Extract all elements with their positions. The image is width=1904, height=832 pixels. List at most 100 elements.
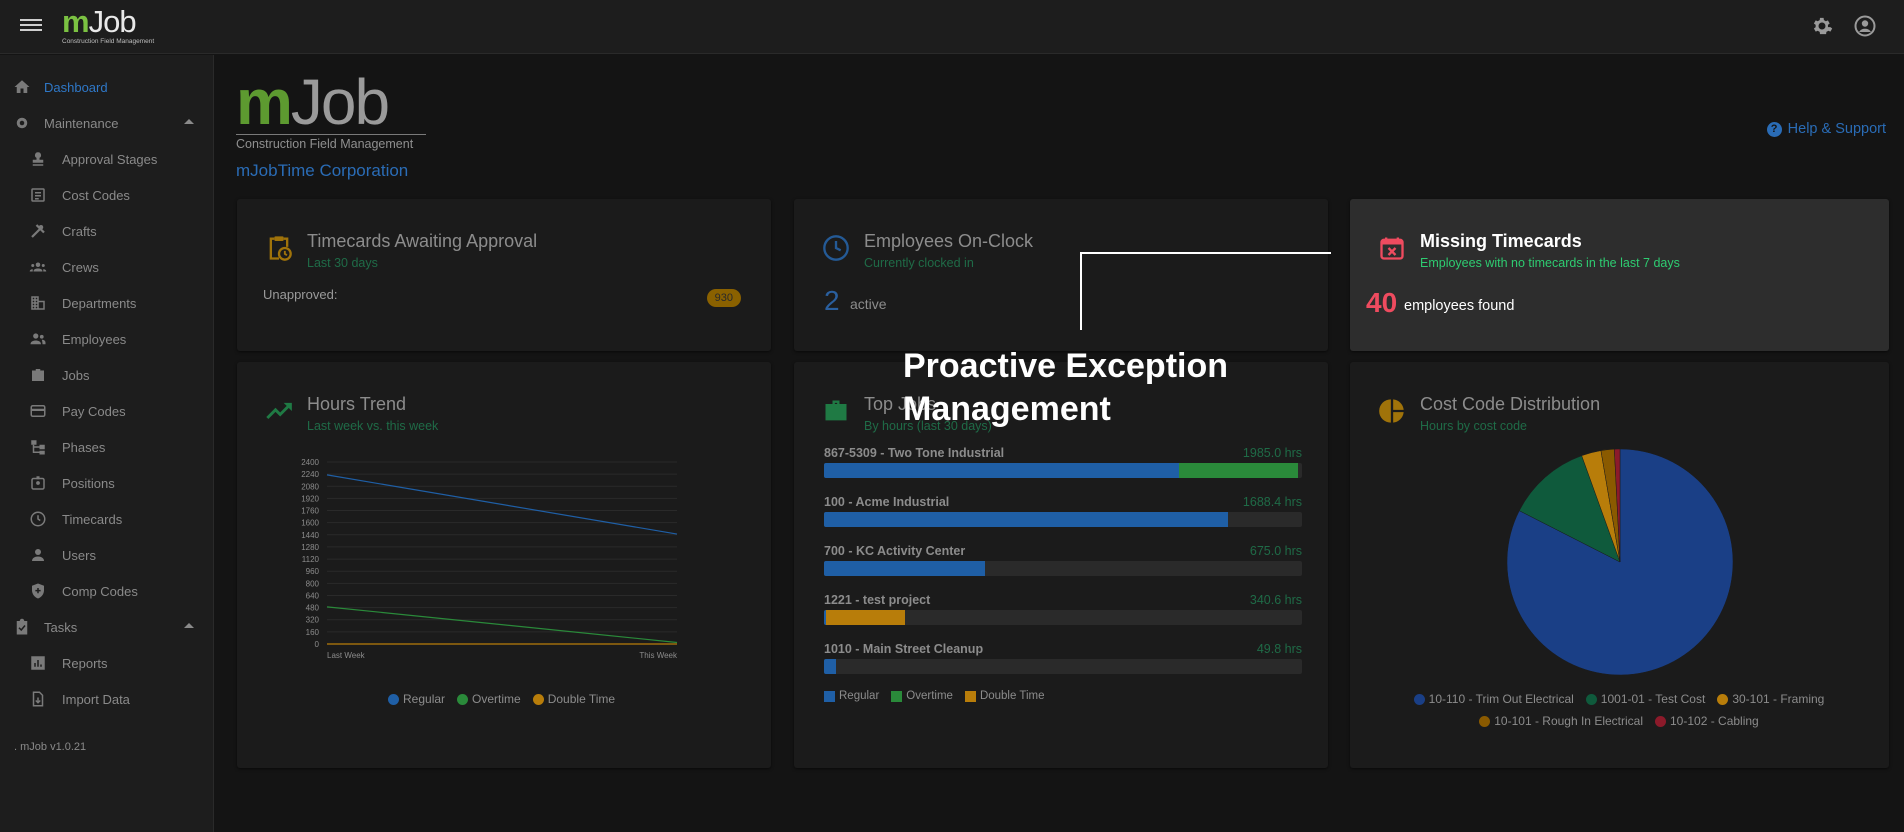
legend-item-rough-in-electrical[interactable]: 10-101 - Rough In Electrical <box>1479 714 1643 728</box>
card-title: Hours Trend <box>307 394 407 414</box>
sidebar-item-crews[interactable]: Crews <box>0 249 214 285</box>
sidebar-item-phases[interactable]: Phases <box>0 429 214 465</box>
missing-count: 40 <box>1366 287 1398 318</box>
job-row[interactable]: 700 - KC Activity Center 675.0 hrs <box>824 544 1302 584</box>
clipboard-clock-icon <box>269 236 292 261</box>
employees-on-clock-card[interactable]: Employees On-Clock Currently clocked in … <box>794 199 1328 351</box>
y-tick-label: 160 <box>306 628 320 637</box>
card-title: Employees On-Clock <box>864 231 1034 251</box>
job-bar-track <box>824 463 1302 478</box>
list-box-icon <box>28 185 48 205</box>
job-row[interactable]: 100 - Acme Industrial 1688.4 hrs <box>824 495 1302 535</box>
job-row[interactable]: 1010 - Main Street Cleanup 49.8 hrs <box>824 642 1302 682</box>
bar-segment-regular[interactable] <box>824 463 1180 478</box>
job-hours: 1985.0 hrs <box>1242 446 1302 460</box>
series-line-overtime[interactable] <box>326 606 678 644</box>
card-subtitle: Employees with no timecards in the last … <box>1420 256 1680 270</box>
unapproved-label: Unapproved: <box>263 287 338 302</box>
account-circle-icon[interactable] <box>1853 14 1877 38</box>
tools-icon <box>28 221 48 241</box>
sidebar-item-tasks[interactable]: Tasks <box>0 609 214 645</box>
briefcase-icon <box>28 365 48 385</box>
bar-segment-regular[interactable] <box>824 512 1228 527</box>
legend-item-trim-out-electrical[interactable]: 10-110 - Trim Out Electrical <box>1413 692 1574 706</box>
hierarchy-icon <box>28 437 48 457</box>
top-logo[interactable]: mJob Construction Field Management <box>62 6 154 45</box>
card-title: Top Jobs <box>864 394 937 414</box>
gear-icon[interactable] <box>1810 14 1834 38</box>
legend-item-overtime[interactable]: Overtime <box>891 690 953 702</box>
chevron-up-icon[interactable] <box>184 119 194 124</box>
legend-item-framing[interactable]: 30-101 - Framing <box>1717 692 1824 706</box>
bar-segment-regular[interactable] <box>824 659 836 674</box>
sidebar-item-timecards[interactable]: Timecards <box>0 501 214 537</box>
briefcase-icon <box>825 400 847 421</box>
sidebar-item-employees[interactable]: Employees <box>0 321 214 357</box>
hours-trend-card: Hours Trend Last week vs. this week 0 160… <box>237 362 771 768</box>
bar-chart-icon <box>28 653 48 673</box>
y-tick-label: 960 <box>306 567 320 576</box>
sidebar-item-jobs[interactable]: Jobs <box>0 357 214 393</box>
legend-item-test-cost[interactable]: 1001-01 - Test Cost <box>1585 692 1705 706</box>
logo-job: Job <box>88 4 137 39</box>
overlay-caption: Proactive Exception Management <box>903 347 1229 428</box>
legend-item-double-time[interactable]: Double Time <box>532 692 615 706</box>
sidebar-item-departments[interactable]: Departments <box>0 285 214 321</box>
y-tick-label: 2400 <box>301 458 319 467</box>
legend-item-double-time[interactable]: Double Time <box>964 690 1045 702</box>
timecards-awaiting-card[interactable]: Timecards Awaiting Approval Last 30 days… <box>237 199 771 351</box>
sidebar-item-users[interactable]: Users <box>0 537 214 573</box>
y-tick-label: 0 <box>315 640 320 649</box>
hamburger-menu-icon[interactable] <box>20 16 42 34</box>
job-hours: 340.6 hrs <box>1249 593 1302 607</box>
series-line-regular[interactable] <box>326 474 678 535</box>
card-title: Timecards Awaiting Approval <box>307 231 538 251</box>
bar-segment-regular[interactable] <box>824 610 827 625</box>
y-tick-label: 1600 <box>301 519 319 528</box>
sidebar-item-label: Tasks <box>44 619 78 635</box>
legend-item-overtime[interactable]: Overtime <box>457 692 521 706</box>
logo-tagline: Construction Field Management <box>62 38 155 45</box>
sidebar-item-cost-codes[interactable]: Cost Codes <box>0 177 214 213</box>
sidebar-item-reports[interactable]: Reports <box>0 645 214 681</box>
clock-icon <box>823 235 849 261</box>
sidebar-item-comp-codes[interactable]: Comp Codes <box>0 573 214 609</box>
bar-segment-regular[interactable] <box>824 561 986 576</box>
sidebar-item-label: Reports <box>62 655 108 671</box>
chevron-up-icon[interactable] <box>184 623 194 628</box>
bar-segment-double-time[interactable] <box>826 610 906 625</box>
pie-slice[interactable] <box>1506 448 1734 676</box>
legend-item-cabling[interactable]: 10-102 - Cabling <box>1655 714 1759 728</box>
y-tick-label: 640 <box>306 591 320 600</box>
job-row[interactable]: 867-5309 - Two Tone Industrial 1985.0 hrs <box>824 446 1302 486</box>
sidebar-item-pay-codes[interactable]: Pay Codes <box>0 393 214 429</box>
job-hours: 675.0 hrs <box>1249 544 1302 558</box>
sidebar-item-positions[interactable]: Positions <box>0 465 214 501</box>
sidebar-item-crafts[interactable]: Crafts <box>0 213 214 249</box>
top-app-bar: mJob Construction Field Management <box>0 0 1904 54</box>
sidebar-item-dashboard[interactable]: Dashboard <box>0 69 214 105</box>
sidebar-item-maintenance[interactable]: Maintenance <box>0 105 214 141</box>
active-label: active <box>850 296 887 312</box>
cost-code-distribution-card: Cost Code Distribution Hours by cost cod… <box>1350 362 1889 768</box>
sidebar-item-label: Users <box>62 547 96 563</box>
sidebar-item-label: Jobs <box>62 367 90 383</box>
legend-item-regular[interactable]: Regular <box>388 692 445 706</box>
missing-timecards-card[interactable]: Missing Timecards Employees with no time… <box>1350 199 1889 351</box>
sidebar-item-import-data[interactable]: Import Data <box>0 681 214 717</box>
shield-plus-icon <box>28 581 48 601</box>
help-support-link[interactable]: ? Help & Support <box>1766 121 1886 137</box>
job-row[interactable]: 1221 - test project 340.6 hrs <box>824 593 1302 633</box>
sidebar-item-label: Pay Codes <box>62 403 126 419</box>
sidebar-item-approval-stages[interactable]: Approval Stages <box>0 141 214 177</box>
help-support-label: Help & Support <box>1787 121 1886 137</box>
job-name: 867-5309 - Two Tone Industrial <box>824 446 1005 460</box>
pie-slice[interactable] <box>1614 448 1621 563</box>
cost-code-legend: 10-110 - Trim Out Electrical 1001-01 - T… <box>1405 692 1845 728</box>
bar-segment-overtime[interactable] <box>1179 463 1299 478</box>
logo-tagline: Construction Field Management <box>236 137 414 151</box>
pie-slice[interactable] <box>1518 455 1621 563</box>
legend-item-regular[interactable]: Regular <box>824 690 879 702</box>
job-bar-track <box>824 610 1302 625</box>
sidebar: Dashboard Maintenance Approval Stages Co… <box>0 55 214 832</box>
